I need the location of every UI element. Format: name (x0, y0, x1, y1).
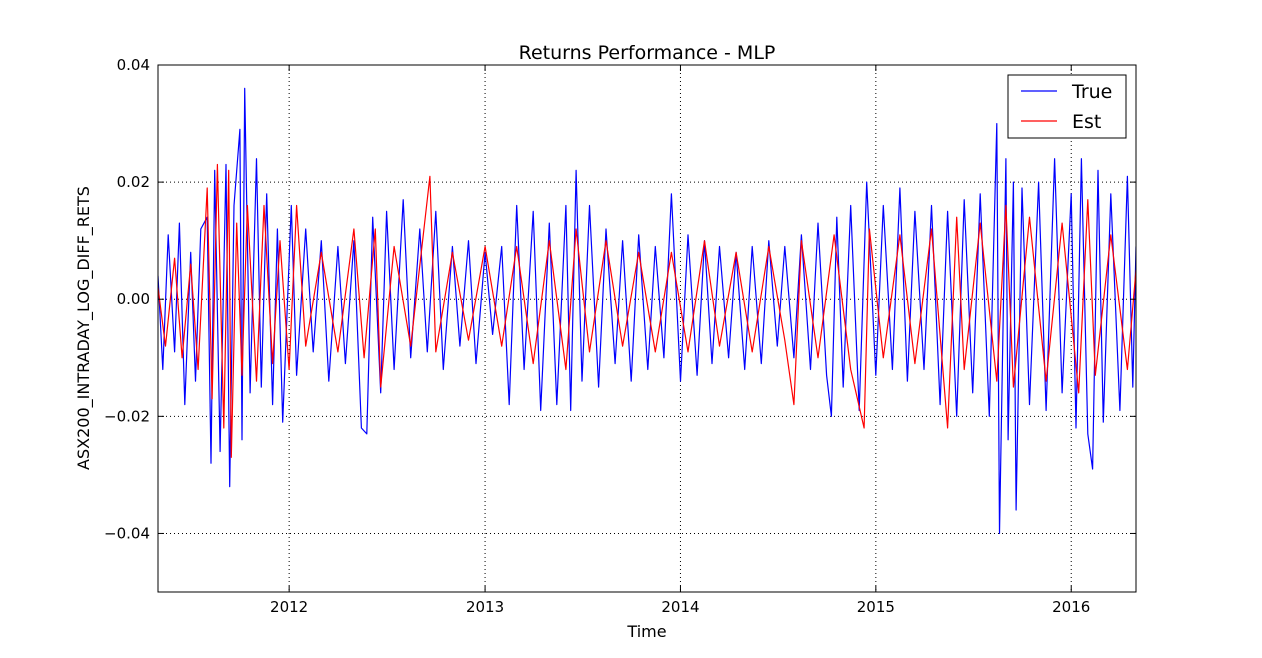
y-tick-label: 0.02 (117, 173, 150, 191)
legend-label-est: Est (1072, 111, 1101, 133)
series-layer (158, 87, 1136, 535)
y-axis-label: ASX200_INTRADAY_LOG_DIFF_RETS (74, 186, 94, 470)
y-tick-label: −0.04 (104, 524, 150, 542)
x-tick-label: 2012 (270, 598, 308, 616)
y-tick-label: 0.00 (117, 290, 150, 308)
y-tick-label: −0.02 (104, 407, 150, 425)
chart-title: Returns Performance - MLP (519, 42, 776, 64)
x-axis-label: Time (626, 622, 666, 641)
x-tick-label: 2014 (661, 598, 699, 616)
x-tick-label: 2015 (857, 598, 895, 616)
legend-box (1007, 74, 1127, 139)
x-tick-label: 2016 (1052, 598, 1090, 616)
x-tick-label: 2013 (466, 598, 504, 616)
legend: True Est (1007, 74, 1127, 139)
legend-label-true: True (1071, 81, 1112, 103)
ticks: 2012 2013 2014 2015 2016 0.04 0.02 0.00 −0.02 −0.… (104, 56, 1136, 616)
y-tick-label: 0.04 (117, 56, 150, 74)
series-line-true (158, 87, 1136, 535)
plot-frame (157, 64, 1137, 593)
series-line-est (158, 163, 1136, 458)
